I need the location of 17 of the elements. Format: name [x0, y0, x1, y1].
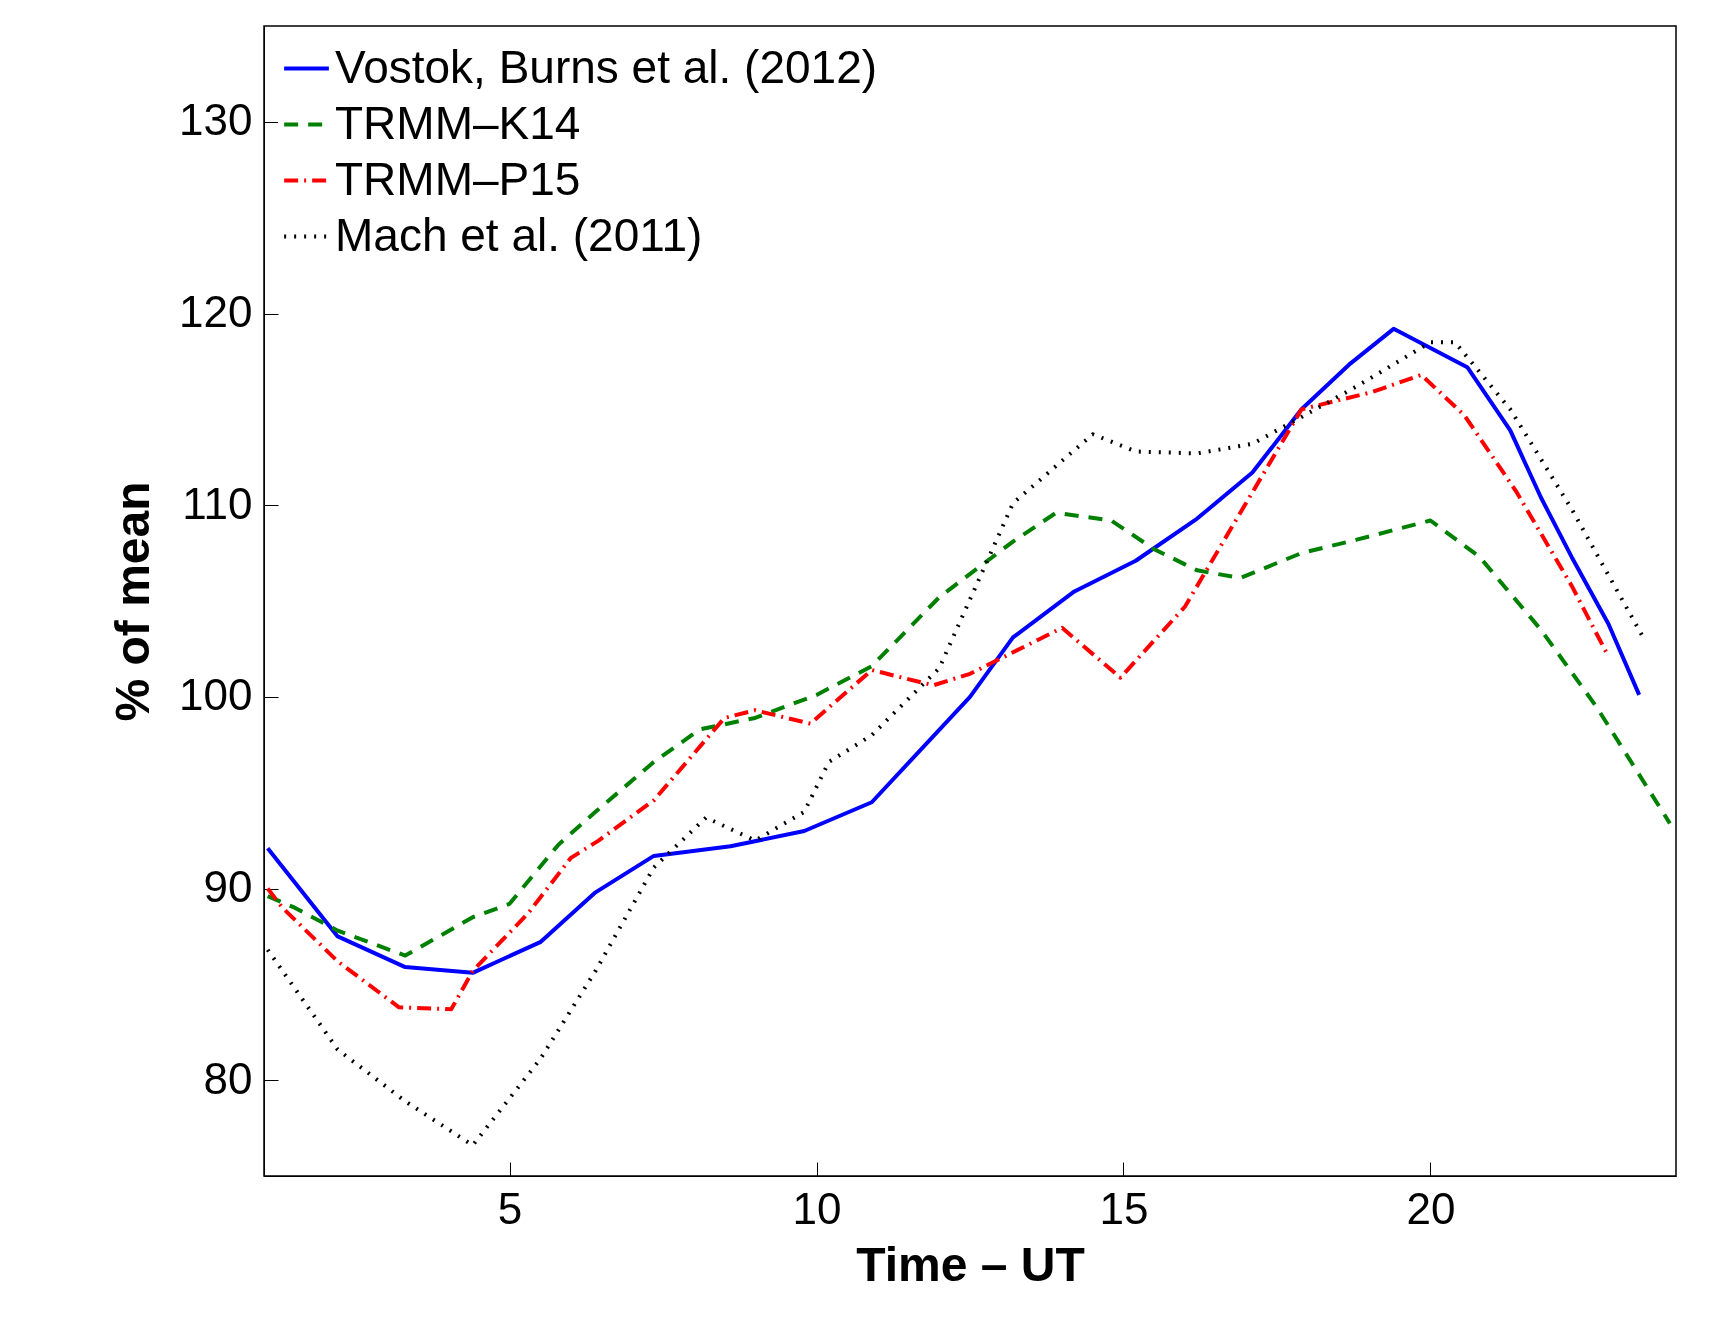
legend-label: TRMM–P15 [335, 152, 581, 205]
legend-label: Vostok, Burns et al. (2012) [335, 40, 878, 93]
x-axis-title: Time – UT [856, 1237, 1085, 1291]
x-tick-label: 10 [792, 1183, 842, 1233]
y-tick-label: 130 [179, 95, 253, 145]
y-axis-title: % of mean [106, 481, 160, 722]
x-tick-label: 5 [497, 1183, 523, 1233]
line-series [265, 510, 1672, 958]
y-tick-label: 110 [182, 478, 253, 528]
y-tick-label: 90 [203, 862, 253, 911]
legend-label: TRMM–K14 [335, 96, 581, 149]
x-tick-label: 20 [1406, 1183, 1456, 1233]
y-tick-label: 120 [179, 287, 253, 336]
y-tick-label: 80 [203, 1053, 253, 1103]
legend-label: Mach et al. (2011) [335, 208, 703, 261]
x-tick-label: 15 [1099, 1183, 1149, 1233]
y-tick-label: 100 [179, 670, 253, 720]
